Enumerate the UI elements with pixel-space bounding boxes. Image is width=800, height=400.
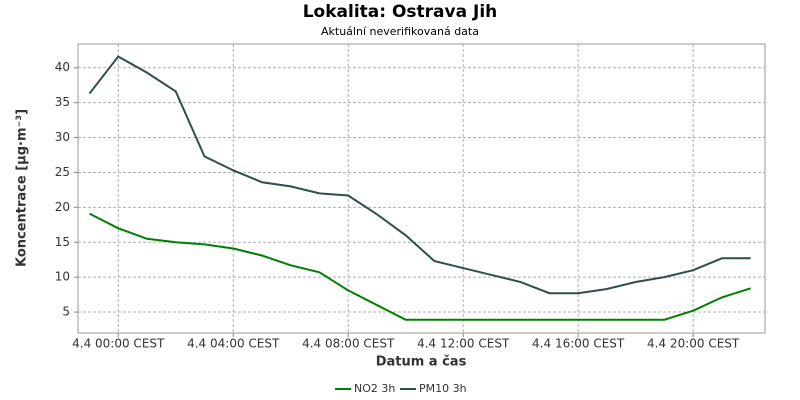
y-tick-label: 30 — [55, 130, 70, 144]
x-tick-label: 4.4 16:00 CEST — [532, 337, 625, 351]
y-tick-label: 25 — [55, 165, 70, 179]
legend-label: PM10 3h — [419, 382, 467, 395]
y-tick-label: 15 — [55, 235, 70, 249]
x-tick-label: 4.4 08:00 CEST — [302, 337, 395, 351]
plot-frame — [77, 43, 766, 334]
x-tick-label: 4.4 12:00 CEST — [417, 337, 510, 351]
x-tick-label: 4.4 20:00 CEST — [647, 337, 740, 351]
x-tick-label: 4.4 04:00 CEST — [187, 337, 280, 351]
chart-title: Lokalita: Ostrava Jih — [303, 2, 498, 22]
legend-label: NO2 3h — [354, 382, 395, 395]
x-axis-label: Datum a čas — [376, 355, 467, 370]
y-tick-label: 20 — [55, 200, 70, 214]
series-line — [88, 55, 751, 295]
y-axis-label: Koncentrace [µg·m⁻³] — [15, 109, 30, 267]
x-tick-label: 4.4 00:00 CEST — [72, 337, 165, 351]
y-tick-label: 40 — [55, 60, 70, 74]
series-line — [89, 212, 751, 321]
y-tick-label: 35 — [55, 95, 70, 109]
y-tick-label: 10 — [55, 270, 70, 284]
chart-subtitle: Aktuální neverifikovaná data — [321, 25, 479, 38]
y-tick-label: 5 — [62, 305, 70, 319]
